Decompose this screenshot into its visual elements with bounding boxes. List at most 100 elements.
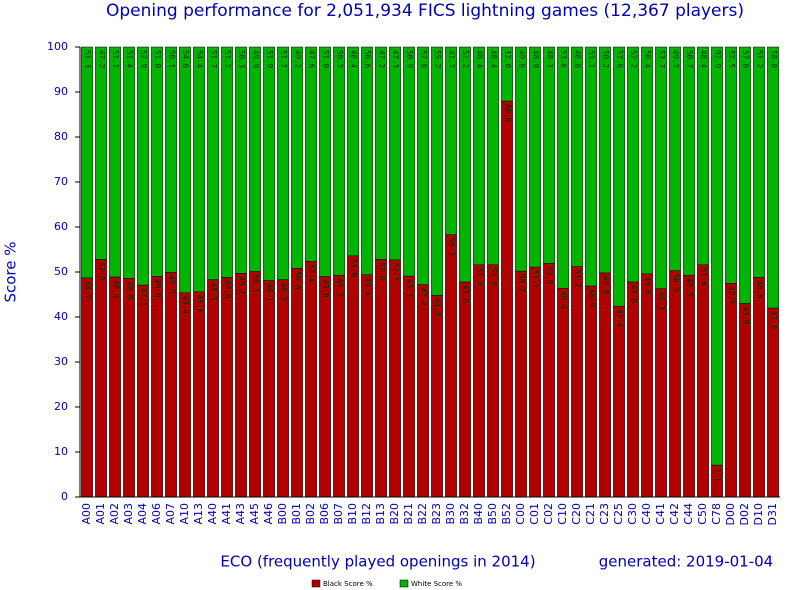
bar-segment xyxy=(753,277,765,498)
value-label: 49.8 xyxy=(517,50,526,69)
x-tick-label: B02 xyxy=(304,503,317,525)
value-label: 50.4 xyxy=(643,50,652,69)
bar-segment xyxy=(109,46,121,278)
legend-label: Black Score % xyxy=(323,580,373,588)
value-label: 54.6 xyxy=(181,50,190,69)
value-label: 49.7 xyxy=(237,276,246,294)
value-label: 51.2 xyxy=(573,270,582,288)
value-label: 51.6 xyxy=(489,268,498,287)
bar-segment xyxy=(613,305,625,498)
x-tick-label: C02 xyxy=(542,503,555,525)
value-label: 45.4 xyxy=(181,296,190,315)
x-tick-label: C21 xyxy=(584,503,597,525)
value-label: 50.1 xyxy=(251,275,260,293)
value-label: 43.0 xyxy=(741,307,750,326)
value-label: 48.4 xyxy=(489,50,498,69)
value-label: 49.9 xyxy=(251,50,260,68)
bar-segment xyxy=(151,46,163,277)
bar-segment xyxy=(655,46,667,289)
bar-segment xyxy=(683,46,695,276)
bar-segment xyxy=(193,46,205,293)
bar-segment xyxy=(123,46,135,279)
x-tick-label: A01 xyxy=(94,503,107,525)
bar-segment xyxy=(95,259,107,498)
value-label: 52.5 xyxy=(727,50,736,68)
value-label: 57.0 xyxy=(741,50,750,69)
value-label: 51.7 xyxy=(279,50,288,68)
y-tick-label: 10 xyxy=(54,445,68,458)
x-tick-label: A00 xyxy=(80,503,93,525)
x-tick-label: C10 xyxy=(556,503,569,525)
x-tick-label: C50 xyxy=(696,503,709,525)
bar-segment xyxy=(543,46,555,264)
bar-segment xyxy=(585,285,597,498)
bar-segment xyxy=(543,263,555,498)
x-tick-label: D00 xyxy=(724,503,737,525)
bar-segment xyxy=(739,303,751,498)
bar-segment xyxy=(431,46,443,296)
bar-segment xyxy=(235,273,247,498)
value-label: 49.9 xyxy=(167,275,176,293)
x-tick-label: D10 xyxy=(752,503,765,525)
value-label: 51.1 xyxy=(531,270,540,288)
bar-segment xyxy=(165,272,177,498)
value-label: 42.4 xyxy=(615,309,624,328)
bar-segment xyxy=(697,46,709,266)
bar-segment xyxy=(697,264,709,498)
value-label: 50.7 xyxy=(685,50,694,68)
value-label: 51.9 xyxy=(265,50,274,68)
bar-segment xyxy=(193,291,205,498)
x-tick-label: B32 xyxy=(458,503,471,525)
value-label: 46.4 xyxy=(559,291,568,310)
x-tick-label: A45 xyxy=(248,503,261,525)
value-label: 48.7 xyxy=(83,281,92,299)
bar-segment xyxy=(319,46,331,277)
bar-segment xyxy=(123,278,135,498)
bar-segment xyxy=(487,264,499,498)
value-label: 44.8 xyxy=(433,298,442,317)
value-label: 54.4 xyxy=(195,50,204,69)
value-label: 49.3 xyxy=(335,278,344,296)
x-tick-label: B22 xyxy=(416,503,429,525)
value-label: 48.8 xyxy=(573,50,582,69)
value-label: 51.2 xyxy=(223,50,232,68)
value-label: 49.4 xyxy=(363,278,372,297)
value-label: 47.2 xyxy=(97,50,106,68)
x-tick-label: B50 xyxy=(486,503,499,525)
value-label: 49.0 xyxy=(153,280,162,299)
value-label: 47.1 xyxy=(139,288,148,306)
y-tick-label: 90 xyxy=(54,85,68,98)
value-label: 57.6 xyxy=(615,50,624,69)
x-tick-label: D31 xyxy=(766,503,779,525)
value-label: 46.9 xyxy=(587,289,596,307)
value-label: 47.6 xyxy=(307,50,316,69)
value-label: 53.6 xyxy=(559,50,568,69)
bar-segment xyxy=(557,46,569,289)
x-tick-label: B06 xyxy=(318,503,331,525)
bar-segment xyxy=(445,234,457,498)
bar-segment xyxy=(165,46,177,273)
value-label: 46.4 xyxy=(349,50,358,69)
bar-segment xyxy=(291,268,303,498)
bar-segment xyxy=(431,295,443,498)
x-tick-label: A46 xyxy=(262,503,275,525)
y-tick-label: 40 xyxy=(54,310,68,323)
bar-segment xyxy=(375,46,387,260)
x-tick-label: C23 xyxy=(598,503,611,525)
value-label: 50.2 xyxy=(517,274,526,292)
value-label: 47.8 xyxy=(461,285,470,304)
value-label: 50.1 xyxy=(167,50,176,68)
x-tick-label: C25 xyxy=(612,503,625,525)
chart-title: Opening performance for 2,051,934 FICS l… xyxy=(106,1,744,21)
value-label: 47.2 xyxy=(419,288,428,306)
x-tick-label: C40 xyxy=(640,503,653,525)
value-label: 53.7 xyxy=(657,50,666,68)
bar-segment xyxy=(207,279,219,498)
value-label: 48.1 xyxy=(545,50,554,68)
bar-segment xyxy=(669,46,681,271)
value-label: 12.0 xyxy=(503,50,512,69)
bar-segment xyxy=(571,266,583,498)
bar-segment xyxy=(739,46,751,304)
value-label: 52.4 xyxy=(307,264,316,283)
